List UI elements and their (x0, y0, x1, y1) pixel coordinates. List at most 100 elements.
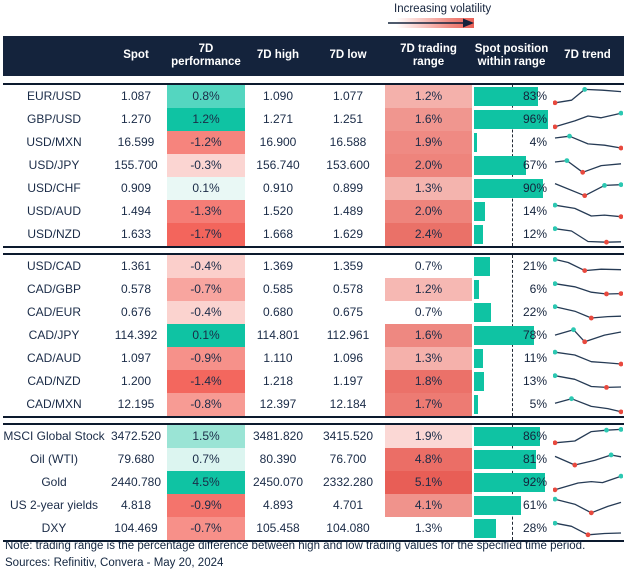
trend-sparkline (553, 426, 623, 448)
trend-sparkline (553, 132, 623, 154)
table-header-row: Spot 7D performance 7D high 7D low 7D tr… (3, 36, 624, 76)
spot-value: 79.680 (105, 448, 167, 471)
spot-position-label: 21% (523, 255, 547, 278)
spot-position-label: 12% (523, 223, 547, 246)
low-value: 2332.280 (311, 471, 385, 494)
spot-position-cell: 83% (472, 85, 551, 108)
spot-position-label: 92% (523, 471, 547, 494)
trend-sparkline-cell (551, 393, 624, 416)
volatility-gradient-arrow (388, 17, 478, 30)
low-value: 16.588 (311, 131, 385, 154)
low-value: 1.629 (311, 223, 385, 246)
trading-range-heat-cell: 1.9% (385, 425, 472, 448)
table-row: USD/NZD 1.633 -1.7% 1.668 1.629 2.4% 12% (3, 223, 624, 246)
table-row: Gold 2440.780 4.5% 2450.070 2332.280 5.1… (3, 471, 624, 494)
spot-position-label: 83% (523, 85, 547, 108)
spark-min-marker (618, 145, 622, 150)
high-value: 12.397 (245, 393, 311, 416)
trend-sparkline-cell (551, 131, 624, 154)
spot-position-label: 22% (523, 301, 547, 324)
asset-label: GBP/USD (3, 108, 105, 131)
trend-sparkline (553, 155, 623, 177)
asset-label: USD/CAD (3, 255, 105, 278)
spot-position-cell: 96% (472, 108, 551, 131)
table-row: EUR/USD 1.087 0.8% 1.090 1.077 1.2% 83% (3, 85, 624, 108)
asset-label: CAD/EUR (3, 301, 105, 324)
table-row: USD/CHF 0.909 0.1% 0.910 0.899 1.3% 90% (3, 177, 624, 200)
high-value: 0.585 (245, 278, 311, 301)
trend-sparkline-cell (551, 200, 624, 223)
asset-label: DXY (3, 517, 105, 540)
spark-max-marker (553, 202, 557, 207)
trading-range-heat-cell: 4.1% (385, 494, 472, 517)
low-value: 1.096 (311, 347, 385, 370)
spot-position-label: 67% (523, 154, 547, 177)
low-value: 1.251 (311, 108, 385, 131)
spark-max-marker (553, 349, 557, 354)
spark-max-marker (618, 182, 622, 187)
volatility-legend: Increasing volatility (388, 3, 498, 30)
table-block: EUR/USD 1.087 0.8% 1.090 1.077 1.2% 83% … (3, 83, 624, 248)
asset-label: Gold (3, 471, 105, 494)
spot-value: 104.469 (105, 517, 167, 540)
high-value: 1.090 (245, 85, 311, 108)
trend-sparkline (553, 224, 623, 246)
spot-position-label: 28% (523, 517, 547, 540)
table-row: CAD/JPY 114.392 0.1% 114.801 112.961 1.6… (3, 324, 624, 347)
performance-heat-cell: 4.5% (167, 471, 245, 494)
spot-position-cell: 81% (472, 448, 551, 471)
spot-position-label: 4% (530, 131, 547, 154)
trend-sparkline-cell (551, 154, 624, 177)
asset-label: USD/NZD (3, 223, 105, 246)
table-row: USD/MXN 16.599 -1.2% 16.900 16.588 1.9% … (3, 131, 624, 154)
trend-sparkline-cell (551, 425, 624, 448)
header-cell-7d-trading-range: 7D trading range (385, 43, 472, 69)
trading-range-heat-cell: 1.3% (385, 347, 472, 370)
low-value: 104.080 (311, 517, 385, 540)
trading-range-heat-cell: 4.8% (385, 448, 472, 471)
trading-range-heat-cell: 2.0% (385, 154, 472, 177)
spark-max-marker (553, 304, 557, 309)
performance-heat-cell: -1.4% (167, 370, 245, 393)
table-row: MSCI Global Stock 3472.520 1.5% 3481.820… (3, 425, 624, 448)
asset-label: Oil (WTI) (3, 448, 105, 471)
spot-value: 1.270 (105, 108, 167, 131)
asset-label: US 2-year yields (3, 494, 105, 517)
performance-heat-cell: 0.8% (167, 85, 245, 108)
low-value: 0.675 (311, 301, 385, 324)
footnote: Note: trading range is the percentage di… (5, 538, 585, 555)
trading-range-heat-cell: 0.7% (385, 301, 472, 324)
trading-range-heat-cell: 5.1% (385, 471, 472, 494)
spot-position-bar (474, 156, 526, 175)
performance-heat-cell: -1.2% (167, 131, 245, 154)
trading-range-heat-cell: 1.7% (385, 393, 472, 416)
trend-sparkline-cell (551, 448, 624, 471)
spot-position-label: 5% (530, 393, 547, 416)
performance-heat-cell: -0.9% (167, 347, 245, 370)
footer: Note: trading range is the percentage di… (5, 538, 585, 571)
trend-sparkline-cell (551, 177, 624, 200)
asset-label: CAD/MXN (3, 393, 105, 416)
trend-sparkline (553, 394, 623, 416)
spark-min-marker (553, 487, 557, 492)
spark-max-marker (553, 226, 557, 231)
spot-value: 1.087 (105, 85, 167, 108)
high-value: 3481.820 (245, 425, 311, 448)
trading-range-heat-cell: 2.0% (385, 200, 472, 223)
header-cell-spot: Spot (105, 49, 167, 62)
trend-sparkline-cell (551, 471, 624, 494)
spot-position-cell: 78% (472, 324, 551, 347)
trend-sparkline-cell (551, 517, 624, 540)
spot-value: 16.599 (105, 131, 167, 154)
trading-range-heat-cell: 1.2% (385, 85, 472, 108)
high-value: 4.893 (245, 494, 311, 517)
performance-heat-cell: -0.3% (167, 154, 245, 177)
low-value: 112.961 (311, 324, 385, 347)
spot-position-label: 96% (523, 108, 547, 131)
high-value: 1.668 (245, 223, 311, 246)
spot-position-label: 86% (523, 425, 547, 448)
spot-position-label: 14% (523, 200, 547, 223)
spark-max-marker (608, 452, 613, 457)
spark-max-marker (602, 183, 607, 188)
trend-sparkline (553, 495, 623, 517)
